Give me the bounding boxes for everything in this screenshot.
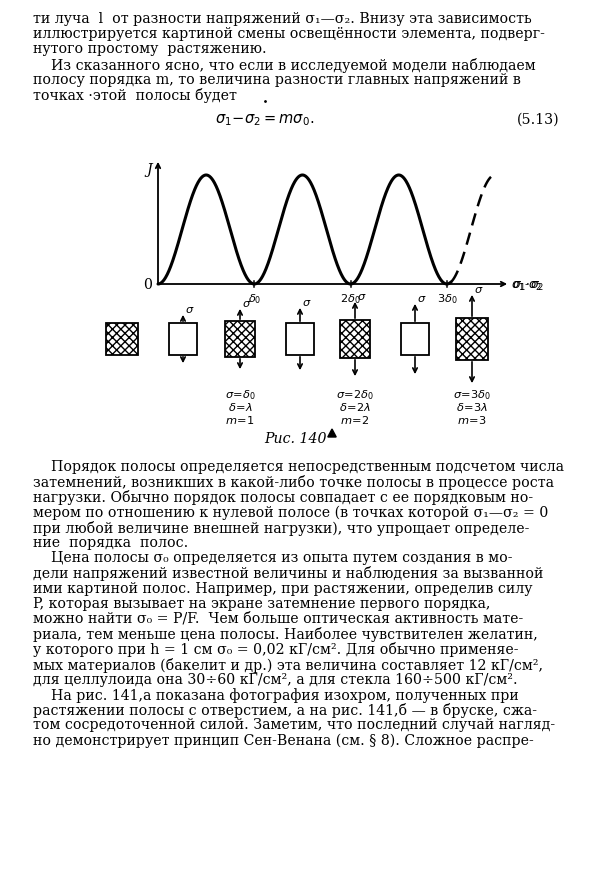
Text: $\sigma_1$-$\sigma_2$: $\sigma_1$-$\sigma_2$ (511, 279, 542, 292)
Bar (286, 323, 314, 355)
Text: $\sigma_1\!\cdot\!\sigma_2$: $\sigma_1\!\cdot\!\sigma_2$ (512, 279, 544, 292)
Text: $\sigma$: $\sigma$ (242, 299, 251, 308)
Text: нутого простому  растяжению.: нутого простому растяжению. (33, 43, 267, 57)
Text: ими картиной полос. Например, при растяжении, определив силу: ими картиной полос. Например, при растяж… (33, 581, 533, 595)
Text: $\sigma\!=\!2\delta_0$: $\sigma\!=\!2\delta_0$ (336, 387, 374, 401)
Text: можно найти σ₀ = P/F.  Чем больше оптическая активность мате-: можно найти σ₀ = P/F. Чем больше оптичес… (33, 611, 523, 626)
Text: $\sigma$: $\sigma$ (302, 298, 312, 307)
Bar (169, 323, 197, 355)
Text: мером по отношению к нулевой полосе (в точках которой σ₁—σ₂ = 0: мером по отношению к нулевой полосе (в т… (33, 505, 548, 519)
Text: $2\delta_0$: $2\delta_0$ (340, 291, 361, 306)
Text: 0: 0 (143, 277, 152, 291)
Bar (401, 323, 429, 355)
Text: Из сказанного ясно, что если в исследуемой модели наблюдаем: Из сказанного ясно, что если в исследуем… (33, 58, 536, 73)
Bar (225, 322, 255, 358)
Text: иллюстрируется картиной смены освещённости элемента, подверг-: иллюстрируется картиной смены освещённос… (33, 27, 545, 41)
Text: для целлулоида она 30÷60 кГ/см², а для стекла 160÷500 кГ/см².: для целлулоида она 30÷60 кГ/см², а для с… (33, 672, 517, 686)
Text: точках ·этой  полосы будет: точках ·этой полосы будет (33, 88, 237, 103)
Text: P, которая вызывает на экране затемнение первого порядка,: P, которая вызывает на экране затемнение… (33, 596, 490, 610)
Bar (106, 323, 138, 355)
Text: у которого при h = 1 см σ₀ = 0,02 кГ/см². Для обычно применяе-: у которого при h = 1 см σ₀ = 0,02 кГ/см²… (33, 641, 519, 657)
Text: ти луча  l  от разности напряжений σ₁—σ₂. Внизу эта зависимость: ти луча l от разности напряжений σ₁—σ₂. … (33, 12, 532, 26)
Text: $\sigma$: $\sigma$ (185, 305, 195, 315)
Text: $\sigma$: $\sigma$ (474, 284, 483, 295)
Text: $\delta\!=\!3\lambda$: $\delta\!=\!3\lambda$ (456, 400, 488, 413)
Text: но демонстрирует принцип Сен-Венана (см. § 8). Сложное распре-: но демонстрирует принцип Сен-Венана (см.… (33, 733, 534, 747)
Text: На рис. 141,а показана фотография изохром, полученных при: На рис. 141,а показана фотография изохро… (33, 688, 519, 702)
Text: (5.13): (5.13) (517, 112, 560, 126)
Text: Цена полосы σ₀ определяется из опыта путем создания в мо-: Цена полосы σ₀ определяется из опыта пут… (33, 550, 513, 564)
Text: $3\delta_0$: $3\delta_0$ (437, 291, 457, 306)
Bar (456, 319, 488, 361)
Text: $\delta_0$: $\delta_0$ (248, 291, 261, 306)
Polygon shape (328, 430, 336, 438)
Text: $\sigma$: $\sigma$ (357, 291, 366, 301)
Text: $m\!=\!1$: $m\!=\!1$ (225, 414, 255, 425)
Text: нагрузки. Обычно порядок полосы совпадает с ее порядковым но-: нагрузки. Обычно порядок полосы совпадае… (33, 490, 533, 505)
Text: $\sigma$: $\sigma$ (417, 293, 427, 304)
Bar (340, 321, 370, 359)
Text: $\delta\!=\!2\lambda$: $\delta\!=\!2\lambda$ (339, 400, 371, 413)
Text: ние  порядка  полос.: ние порядка полос. (33, 535, 188, 549)
Text: $\sigma\!=\!3\delta_0$: $\sigma\!=\!3\delta_0$ (453, 387, 491, 401)
Text: полосу порядка m, то величина разности главных напряжений в: полосу порядка m, то величина разности г… (33, 73, 521, 87)
Text: при любой величине внешней нагрузки), что упрощает определе-: при любой величине внешней нагрузки), чт… (33, 520, 529, 535)
Text: $\sigma_1\!-\!\sigma_2 = m\sigma_0.$: $\sigma_1\!-\!\sigma_2 = m\sigma_0.$ (215, 112, 314, 128)
Text: $m\!=\!3$: $m\!=\!3$ (457, 414, 487, 425)
Text: $m\!=\!2$: $m\!=\!2$ (340, 414, 370, 425)
Text: затемнений, возникших в какой-либо точке полосы в процессе роста: затемнений, возникших в какой-либо точке… (33, 475, 554, 490)
Text: $\sigma\!=\!\delta_0$: $\sigma\!=\!\delta_0$ (225, 387, 255, 401)
Text: J: J (146, 163, 152, 177)
Text: мых материалов (бакелит и др.) эта величина составляет 12 кГ/см²,: мых материалов (бакелит и др.) эта велич… (33, 657, 543, 672)
Text: Порядок полосы определяется непосредственным подсчетом числа: Порядок полосы определяется непосредстве… (33, 460, 564, 473)
Text: риала, тем меньше цена полосы. Наиболее чувствителен желатин,: риала, тем меньше цена полосы. Наиболее … (33, 626, 537, 641)
Text: дели напряжений известной величины и наблюдения за вызванной: дели напряжений известной величины и наб… (33, 566, 543, 580)
Text: $\delta\!=\!\lambda$: $\delta\!=\!\lambda$ (228, 400, 253, 413)
Text: растяжении полосы с отверстием, а на рис. 141,б — в бруске, сжа-: растяжении полосы с отверстием, а на рис… (33, 703, 537, 718)
Text: том сосредоточенной силой. Заметим, что последний случай нагляд-: том сосредоточенной силой. Заметим, что … (33, 718, 555, 732)
Text: Рис. 140: Рис. 140 (264, 431, 326, 446)
